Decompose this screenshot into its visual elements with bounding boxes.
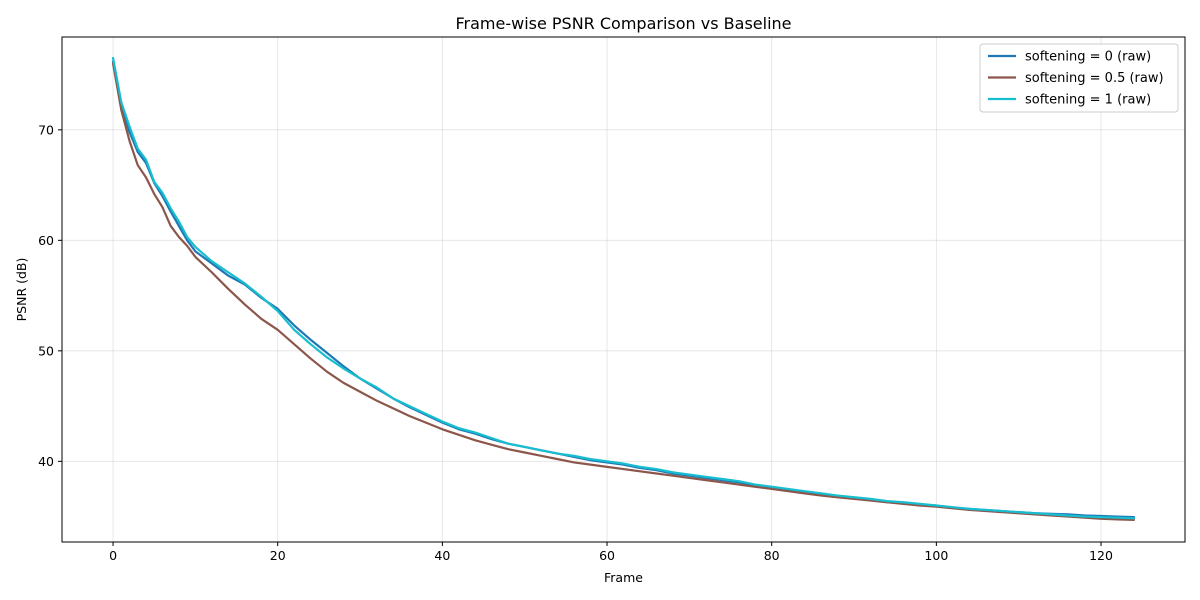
y-tick-label: 40	[38, 454, 54, 469]
y-tick-label: 70	[38, 122, 54, 137]
series-line-1	[111, 62, 1136, 522]
x-axis-label: Frame	[604, 570, 643, 585]
legend-label: softening = 1 (raw)	[1025, 93, 1151, 108]
axis-ticks: 0 20 40 60 80 100 120 40 50 60 70	[38, 122, 1113, 563]
legend-box	[979, 43, 1179, 113]
series-lines	[111, 56, 1136, 522]
grid	[62, 37, 1185, 542]
plot-area-frame	[61, 36, 1186, 543]
x-tick-label: 100	[924, 548, 948, 563]
x-tick-label: 120	[1089, 548, 1113, 563]
chart-title: Frame-wise PSNR Comparison vs Baseline	[455, 14, 791, 33]
legend-label: softening = 0 (raw)	[1025, 50, 1151, 65]
x-tick-label: 60	[599, 548, 615, 563]
legend: softening = 0 (raw) softening = 0.5 (raw)…	[979, 43, 1179, 113]
y-axis-label: PSNR (dB)	[14, 258, 29, 322]
y-tick-label: 50	[38, 343, 54, 358]
x-tick-label: 0	[109, 548, 117, 563]
series-line-2	[111, 56, 1136, 520]
x-tick-label: 80	[764, 548, 780, 563]
legend-label: softening = 0.5 (raw)	[1025, 71, 1164, 86]
x-tick-label: 20	[270, 548, 286, 563]
x-tick-label: 40	[434, 548, 450, 563]
y-tick-label: 60	[38, 233, 54, 248]
